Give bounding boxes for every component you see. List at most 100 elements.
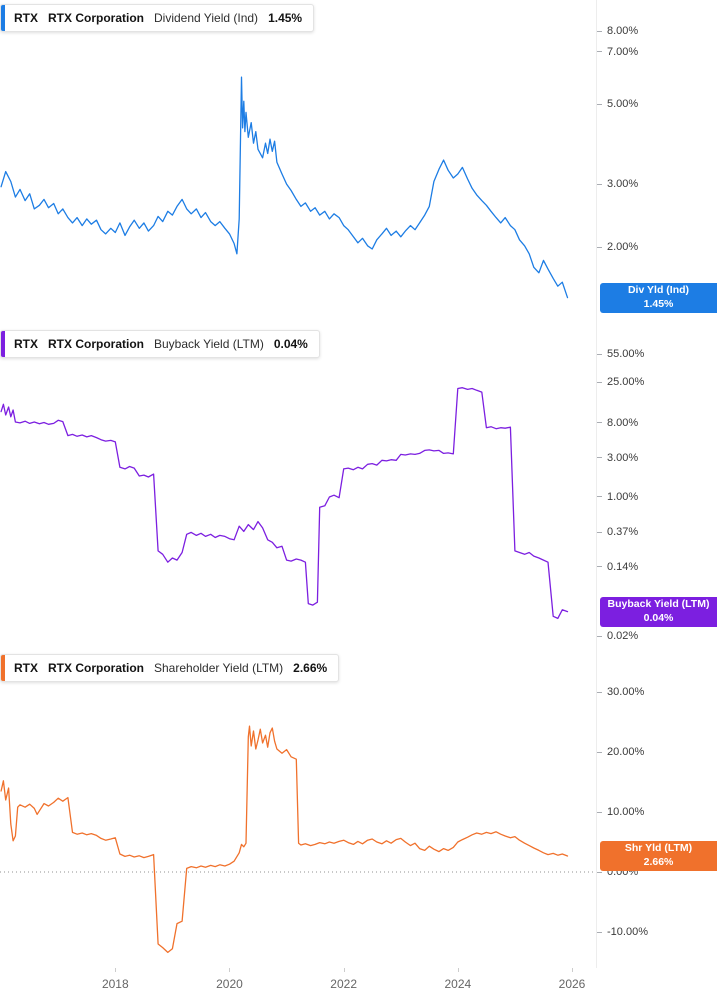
x-axis-tick-mark xyxy=(572,968,574,972)
series-color-bar xyxy=(1,331,5,357)
company-name: RTX Corporation xyxy=(48,661,144,675)
x-axis-tick-mark xyxy=(229,968,231,972)
y-axis-tick: 5.00% xyxy=(597,97,638,111)
dividend-yield-line-chart xyxy=(0,76,569,299)
dividend-yield-series-line xyxy=(0,76,569,299)
ticker-symbol: RTX xyxy=(14,661,38,675)
y-axis-tick-label: 2.00% xyxy=(607,241,639,254)
shareholder-yield-plot-area[interactable] xyxy=(0,650,597,968)
tick-mark xyxy=(597,183,602,185)
series-color-bar xyxy=(1,655,5,681)
badge-label: Buyback Yield (LTM) xyxy=(607,597,710,610)
company-name: RTX Corporation xyxy=(48,337,144,351)
y-axis-tick-label: 10.00% xyxy=(607,806,645,818)
badge-label: Shr Yld (LTM) xyxy=(624,842,693,855)
buyback-yield-plot-area[interactable] xyxy=(0,322,597,650)
dividend-yield-plot-area[interactable] xyxy=(0,0,597,322)
y-axis-tick-label: 5.00% xyxy=(607,98,639,111)
x-axis-year-label: 2018 xyxy=(101,977,129,991)
x-axis-year-label: 2020 xyxy=(216,977,243,991)
tick-mark xyxy=(597,496,602,498)
y-axis-tick-label: 7.00% xyxy=(607,45,639,58)
x-axis-tick-mark xyxy=(457,968,459,972)
badge-value: 1.45% xyxy=(643,297,674,310)
y-axis-tick-label: 3.00% xyxy=(607,451,639,464)
badge-value: 2.66% xyxy=(643,856,674,869)
ticker-symbol: RTX xyxy=(14,337,38,351)
y-axis-tick: 3.00% xyxy=(597,177,638,191)
y-axis-tick-label: 8.00% xyxy=(607,25,639,38)
tick-mark xyxy=(597,931,602,933)
tick-mark xyxy=(597,691,602,693)
tick-mark xyxy=(597,531,602,533)
y-axis-tick: 30.00% xyxy=(597,685,644,699)
x-axis-year-label: 2022 xyxy=(330,977,358,991)
y-axis-tick-label: 0.14% xyxy=(607,560,639,573)
badge-value: 0.04% xyxy=(643,611,674,624)
metric-name: Dividend Yield (Ind) xyxy=(154,11,259,25)
y-axis-tick-label: 1.00% xyxy=(607,490,639,503)
x-axis-year-label: 2024 xyxy=(444,977,472,991)
x-axis: 2018 2020 2022 2024 2026 xyxy=(0,968,717,1005)
ticker-symbol: RTX xyxy=(14,11,38,25)
y-axis-tick-label: 0.37% xyxy=(607,526,639,539)
y-axis-tick: -10.00% xyxy=(597,925,648,939)
shareholder-yield-y-axis: Shr Yld (LTM) 2.66% 30.00% 20.00% 10.00% 0.… xyxy=(597,650,717,968)
metric-value: 0.04% xyxy=(273,337,308,351)
y-axis-tick-label: 55.00% xyxy=(607,348,645,361)
badge-label: Div Yld (Ind) xyxy=(627,283,690,296)
shareholder-yield-last-value-badge: Shr Yld (LTM) 2.66% xyxy=(600,841,717,872)
y-axis-tick: 1.00% xyxy=(597,490,638,504)
tick-mark xyxy=(597,51,602,53)
series-color-bar xyxy=(1,5,5,31)
metric-value: 1.45% xyxy=(268,11,303,25)
tick-mark xyxy=(597,566,602,568)
shareholder-yield-series-line xyxy=(0,725,569,954)
x-axis-year-label: 2026 xyxy=(558,977,586,991)
y-axis-tick-label: -10.00% xyxy=(607,926,648,938)
tick-mark xyxy=(597,353,602,355)
y-axis-tick: 8.00% xyxy=(597,416,638,430)
y-axis-tick-label: 20.00% xyxy=(607,746,645,758)
tick-mark xyxy=(597,811,602,813)
y-axis-tick: 3.00% xyxy=(597,451,638,465)
shareholder-yield-series-legend[interactable]: RTX RTX Corporation Shareholder Yield (L… xyxy=(0,654,340,682)
tick-mark xyxy=(597,246,602,248)
metric-name: Shareholder Yield (LTM) xyxy=(154,661,284,675)
x-axis-tick-mark xyxy=(115,968,117,972)
y-axis-tick: 0.14% xyxy=(597,560,638,574)
dividend-yield-panel: Div Yld (Ind) 1.45% 8.00% 7.00% 5.00% 3.00%… xyxy=(0,0,717,323)
y-axis-tick: 10.00% xyxy=(597,805,644,819)
y-axis-tick: 2.00% xyxy=(597,240,638,254)
shareholder-yield-line-chart xyxy=(0,725,596,954)
y-axis-tick: 7.00% xyxy=(597,45,638,59)
buyback-yield-series-legend[interactable]: RTX RTX Corporation Buyback Yield (LTM) … xyxy=(0,330,320,358)
tick-mark xyxy=(597,635,602,637)
metric-value: 2.66% xyxy=(293,661,328,675)
y-axis-tick: 0.37% xyxy=(597,525,638,539)
tick-mark xyxy=(597,422,602,424)
dividend-yield-y-axis: Div Yld (Ind) 1.45% 8.00% 7.00% 5.00% 3.00%… xyxy=(597,0,717,322)
y-axis-tick: 20.00% xyxy=(597,745,644,759)
y-axis-tick: 0.02% xyxy=(597,629,638,643)
y-axis-tick-label: 8.00% xyxy=(607,416,639,429)
tick-mark xyxy=(597,751,602,753)
x-axis-tick-mark xyxy=(343,968,345,972)
y-axis-tick-label: 30.00% xyxy=(607,686,645,698)
buyback-yield-line-chart xyxy=(0,387,569,620)
y-axis-tick: 55.00% xyxy=(597,347,644,361)
dividend-yield-last-value-badge: Div Yld (Ind) 1.45% xyxy=(600,282,717,313)
buyback-yield-series-line xyxy=(0,387,569,620)
shareholder-yield-panel: Shr Yld (LTM) 2.66% 30.00% 20.00% 10.00% 0.… xyxy=(0,650,717,969)
buyback-yield-y-axis: Buyback Yield (LTM) 0.04% 55.00% 25.00% 8.… xyxy=(597,322,717,650)
dividend-yield-series-legend[interactable]: RTX RTX Corporation Dividend Yield (Ind)… xyxy=(0,4,315,32)
buyback-yield-panel: Buyback Yield (LTM) 0.04% 55.00% 25.00% 8.… xyxy=(0,322,717,651)
y-axis-tick: 8.00% xyxy=(597,24,638,38)
tick-mark xyxy=(597,30,602,32)
tick-mark xyxy=(597,381,602,383)
company-name: RTX Corporation xyxy=(48,11,144,25)
tick-mark xyxy=(597,103,602,105)
y-axis-tick-label: 3.00% xyxy=(607,178,639,191)
y-axis-tick: 25.00% xyxy=(597,375,644,389)
buyback-yield-last-value-badge: Buyback Yield (LTM) 0.04% xyxy=(600,596,717,627)
